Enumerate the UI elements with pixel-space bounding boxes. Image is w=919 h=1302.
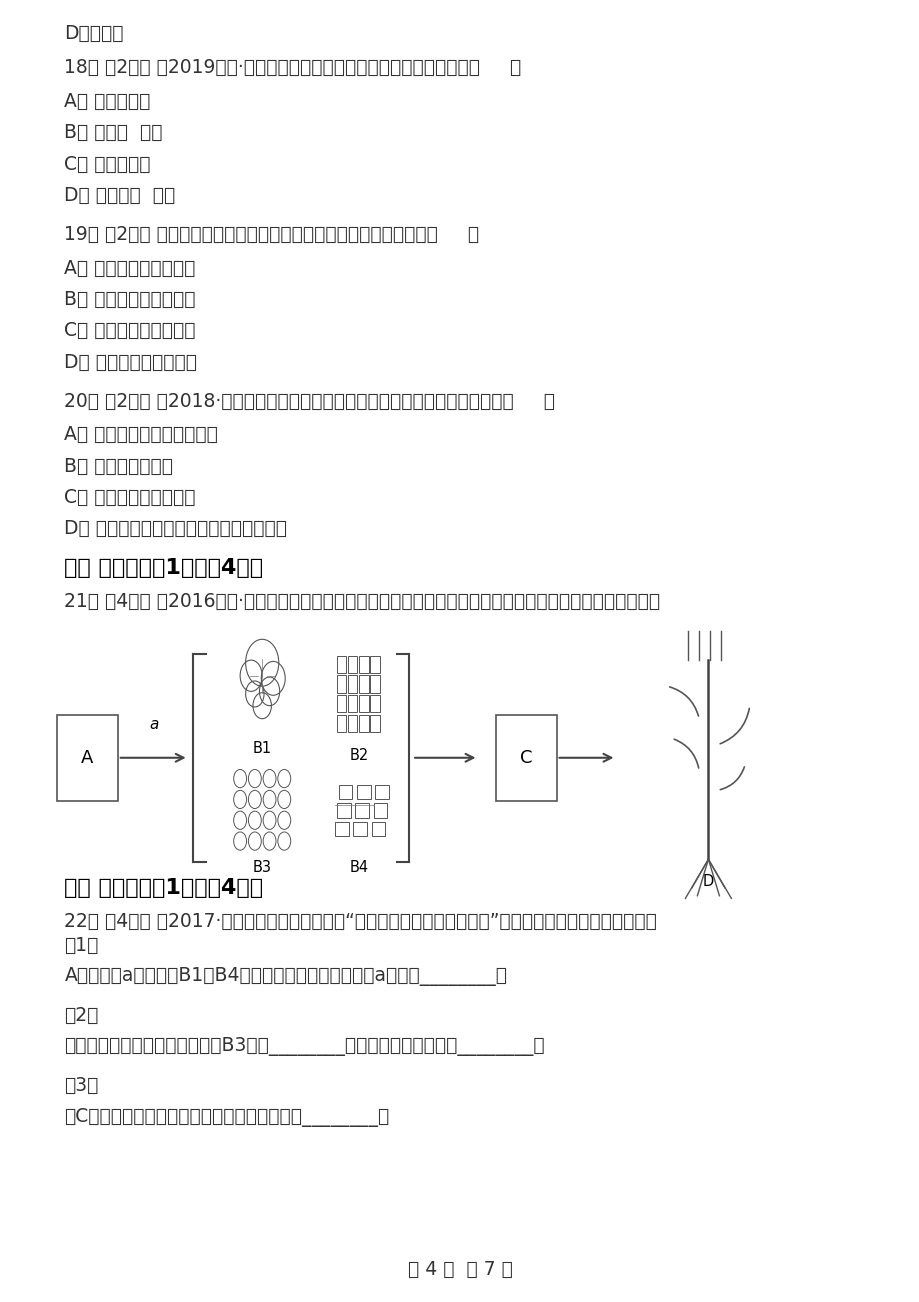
Text: B． 肾脏，  西瓜: B． 肾脏， 西瓜 — [64, 124, 163, 142]
Bar — [375, 785, 389, 799]
Text: C: C — [519, 749, 532, 767]
Text: B1: B1 — [253, 741, 271, 756]
Bar — [355, 803, 369, 818]
Bar — [347, 676, 357, 693]
Bar — [369, 715, 380, 732]
Bar — [336, 803, 350, 818]
Bar — [347, 715, 357, 732]
Text: D．应激性: D．应激性 — [64, 25, 124, 43]
Bar — [358, 715, 369, 732]
Bar — [358, 676, 369, 693]
Bar — [369, 676, 380, 693]
Text: B4: B4 — [349, 859, 368, 875]
Text: D: D — [702, 874, 713, 889]
Text: B． 骨属于结缔组织: B． 骨属于结缔组织 — [64, 457, 173, 475]
Text: 根据各种细胞的形态可以推测，B3属于________组织，此组织的作用是________．: 根据各种细胞的形态可以推测，B3属于________组织，此组织的作用是____… — [64, 1038, 544, 1056]
Bar — [336, 695, 346, 712]
Text: （1）: （1） — [64, 936, 98, 954]
Text: A． 营养器官和生殖器官: A． 营养器官和生殖器官 — [64, 259, 196, 277]
Bar — [336, 676, 346, 693]
Text: 第 4 页  共 7 页: 第 4 页 共 7 页 — [407, 1260, 512, 1279]
Text: B． 营养组织和保护组织: B． 营养组织和保护组织 — [64, 290, 196, 309]
Text: 21． （4分） （2016七上·惠来期中）玉米是重要的粮食作物，下图表示玉米植物体的结构层次，请据图回答：: 21． （4分） （2016七上·惠来期中）玉米是重要的粮食作物，下图表示玉米植… — [64, 592, 660, 611]
Text: D． 杜鹃花和杜鹃鸟有完全相同的结构层次: D． 杜鹃花和杜鹃鸟有完全相同的结构层次 — [64, 519, 287, 538]
Text: B3: B3 — [253, 859, 271, 875]
Bar — [373, 803, 387, 818]
Bar — [335, 822, 348, 836]
Text: B2: B2 — [349, 747, 368, 763]
Text: （3）: （3） — [64, 1077, 98, 1095]
Text: 18． （2分） （2019七上·凤翔期末）下列各项属于同一个结构层次的是（     ）: 18． （2分） （2019七上·凤翔期末）下列各项属于同一个结构层次的是（ ） — [64, 59, 521, 77]
Bar — [358, 656, 369, 673]
Bar — [369, 656, 380, 673]
Bar — [357, 785, 370, 799]
Text: 三、 探究题（共1题；共4分）: 三、 探究题（共1题；共4分） — [64, 878, 263, 898]
Text: 22． （4分） （2017·泉州模拟）有人为了研究“温度对白蚁存货情况的影响”，将生长状况一致的白蚁分成五: 22． （4分） （2017·泉州模拟）有人为了研究“温度对白蚁存货情况的影响”… — [64, 913, 656, 931]
Text: （2）: （2） — [64, 1006, 98, 1025]
Text: 20． （2分） （2018·台安模拟）下列有关生物体结构层次的说法，不正确的是（     ）: 20． （2分） （2018·台安模拟）下列有关生物体结构层次的说法，不正确的是… — [64, 392, 555, 410]
Text: a: a — [150, 716, 159, 732]
Bar — [338, 785, 352, 799]
Bar — [336, 656, 346, 673]
Text: A． 草履虫的细胞，也是个体: A． 草履虫的细胞，也是个体 — [64, 426, 218, 444]
Bar — [371, 822, 385, 836]
Text: D． 叶表皮，  皮肤: D． 叶表皮， 皮肤 — [64, 186, 176, 204]
Text: A: A — [81, 749, 94, 767]
Text: C． 洋葱麞片叶属于器官: C． 洋葱麞片叶属于器官 — [64, 488, 196, 506]
Text: 若C表示我们食用的玉米粒，在结构层次上属于________．: 若C表示我们食用的玉米粒，在结构层次上属于________． — [64, 1108, 390, 1126]
FancyBboxPatch shape — [495, 715, 556, 801]
Bar — [336, 715, 346, 732]
Text: A． 导管，血管: A． 导管，血管 — [64, 92, 151, 111]
FancyBboxPatch shape — [57, 715, 118, 801]
Text: D． 保护组织和营养组织: D． 保护组织和营养组织 — [64, 353, 198, 371]
Text: 19． （2分） 下列关于西瓜皮和西瓜瓤的生物学说法，正确的应该是（     ）: 19． （2分） 下列关于西瓜皮和西瓜瓤的生物学说法，正确的应该是（ ） — [64, 225, 479, 243]
Bar — [358, 695, 369, 712]
Text: 二、 综合题（共1题；共4分）: 二、 综合题（共1题；共4分） — [64, 557, 263, 578]
Text: C． 血液，叶片: C． 血液，叶片 — [64, 155, 151, 173]
Text: C． 生殖器官和营养器官: C． 生殖器官和营养器官 — [64, 322, 196, 340]
Text: A细胞经过a过程形成B1～B4几种不同形态的细胞群，则a过程为________．: A细胞经过a过程形成B1～B4几种不同形态的细胞群，则a过程为________． — [64, 967, 507, 986]
Bar — [347, 656, 357, 673]
Bar — [353, 822, 367, 836]
Bar — [347, 695, 357, 712]
Bar — [369, 695, 380, 712]
